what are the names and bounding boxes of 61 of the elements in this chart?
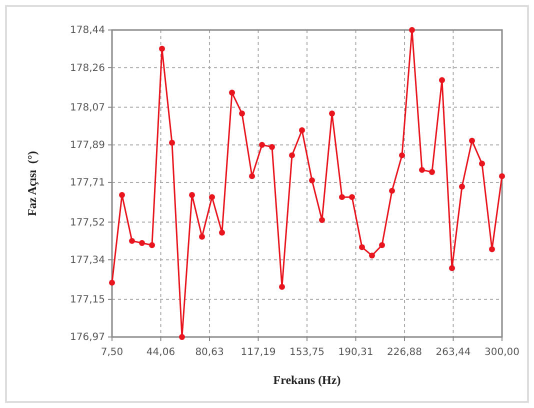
point [399,152,405,158]
point [319,217,325,224]
y-axis-title: Faz Açısı (°) [25,150,39,216]
y-tick-label: 177,15 [70,294,105,306]
x-tick-label: 153,75 [290,347,324,358]
y-tick-label: 178,44 [70,25,105,36]
point [359,244,365,250]
point [249,173,255,180]
point [449,265,455,272]
point [229,90,235,96]
point [439,77,445,84]
line-series [109,27,505,340]
point [259,142,265,148]
point [199,234,205,240]
point [129,238,135,244]
point [279,284,285,290]
point [269,144,275,150]
point [469,138,475,144]
y-tick-label: 177,71 [70,178,105,189]
point [479,160,485,167]
y-tick-label: 178,26 [70,62,105,74]
point [109,280,115,286]
point [379,242,385,248]
point [409,27,415,33]
y-tick-label: 177,52 [70,217,105,228]
point [339,194,345,200]
point [389,188,395,194]
point [309,177,315,184]
point [219,230,225,236]
point [419,166,425,173]
x-tick-label: 117,19 [240,347,276,358]
x-tick-label: 190,31 [338,347,374,358]
x-tick-label: 7,50 [100,347,124,358]
point [369,252,375,259]
x-tick-label: 226,88 [387,347,422,358]
point [169,140,175,146]
point [429,169,435,175]
point [289,152,295,158]
point [179,334,185,340]
point [189,192,195,198]
point [209,194,215,200]
y-tick-label: 177,89 [70,140,105,152]
x-tick-label: 263,44 [436,347,471,358]
point [499,173,505,180]
y-tick-label: 176,97 [70,332,105,344]
y-tick-label: 178,07 [70,102,105,114]
point [349,194,355,200]
x-tick-label: 300,00 [484,347,520,358]
point [489,246,495,252]
x-tick-label: 80,63 [195,347,224,358]
point [119,192,125,198]
point [159,46,165,52]
point [299,127,305,134]
point [329,110,335,117]
point [139,240,145,246]
x-tick-label: 44,06 [146,347,176,358]
point [459,184,465,190]
x-axis-title: Frekans (Hz) [273,373,341,387]
y-tick-label: 177,34 [70,254,105,266]
point [239,110,245,117]
point [149,242,155,248]
